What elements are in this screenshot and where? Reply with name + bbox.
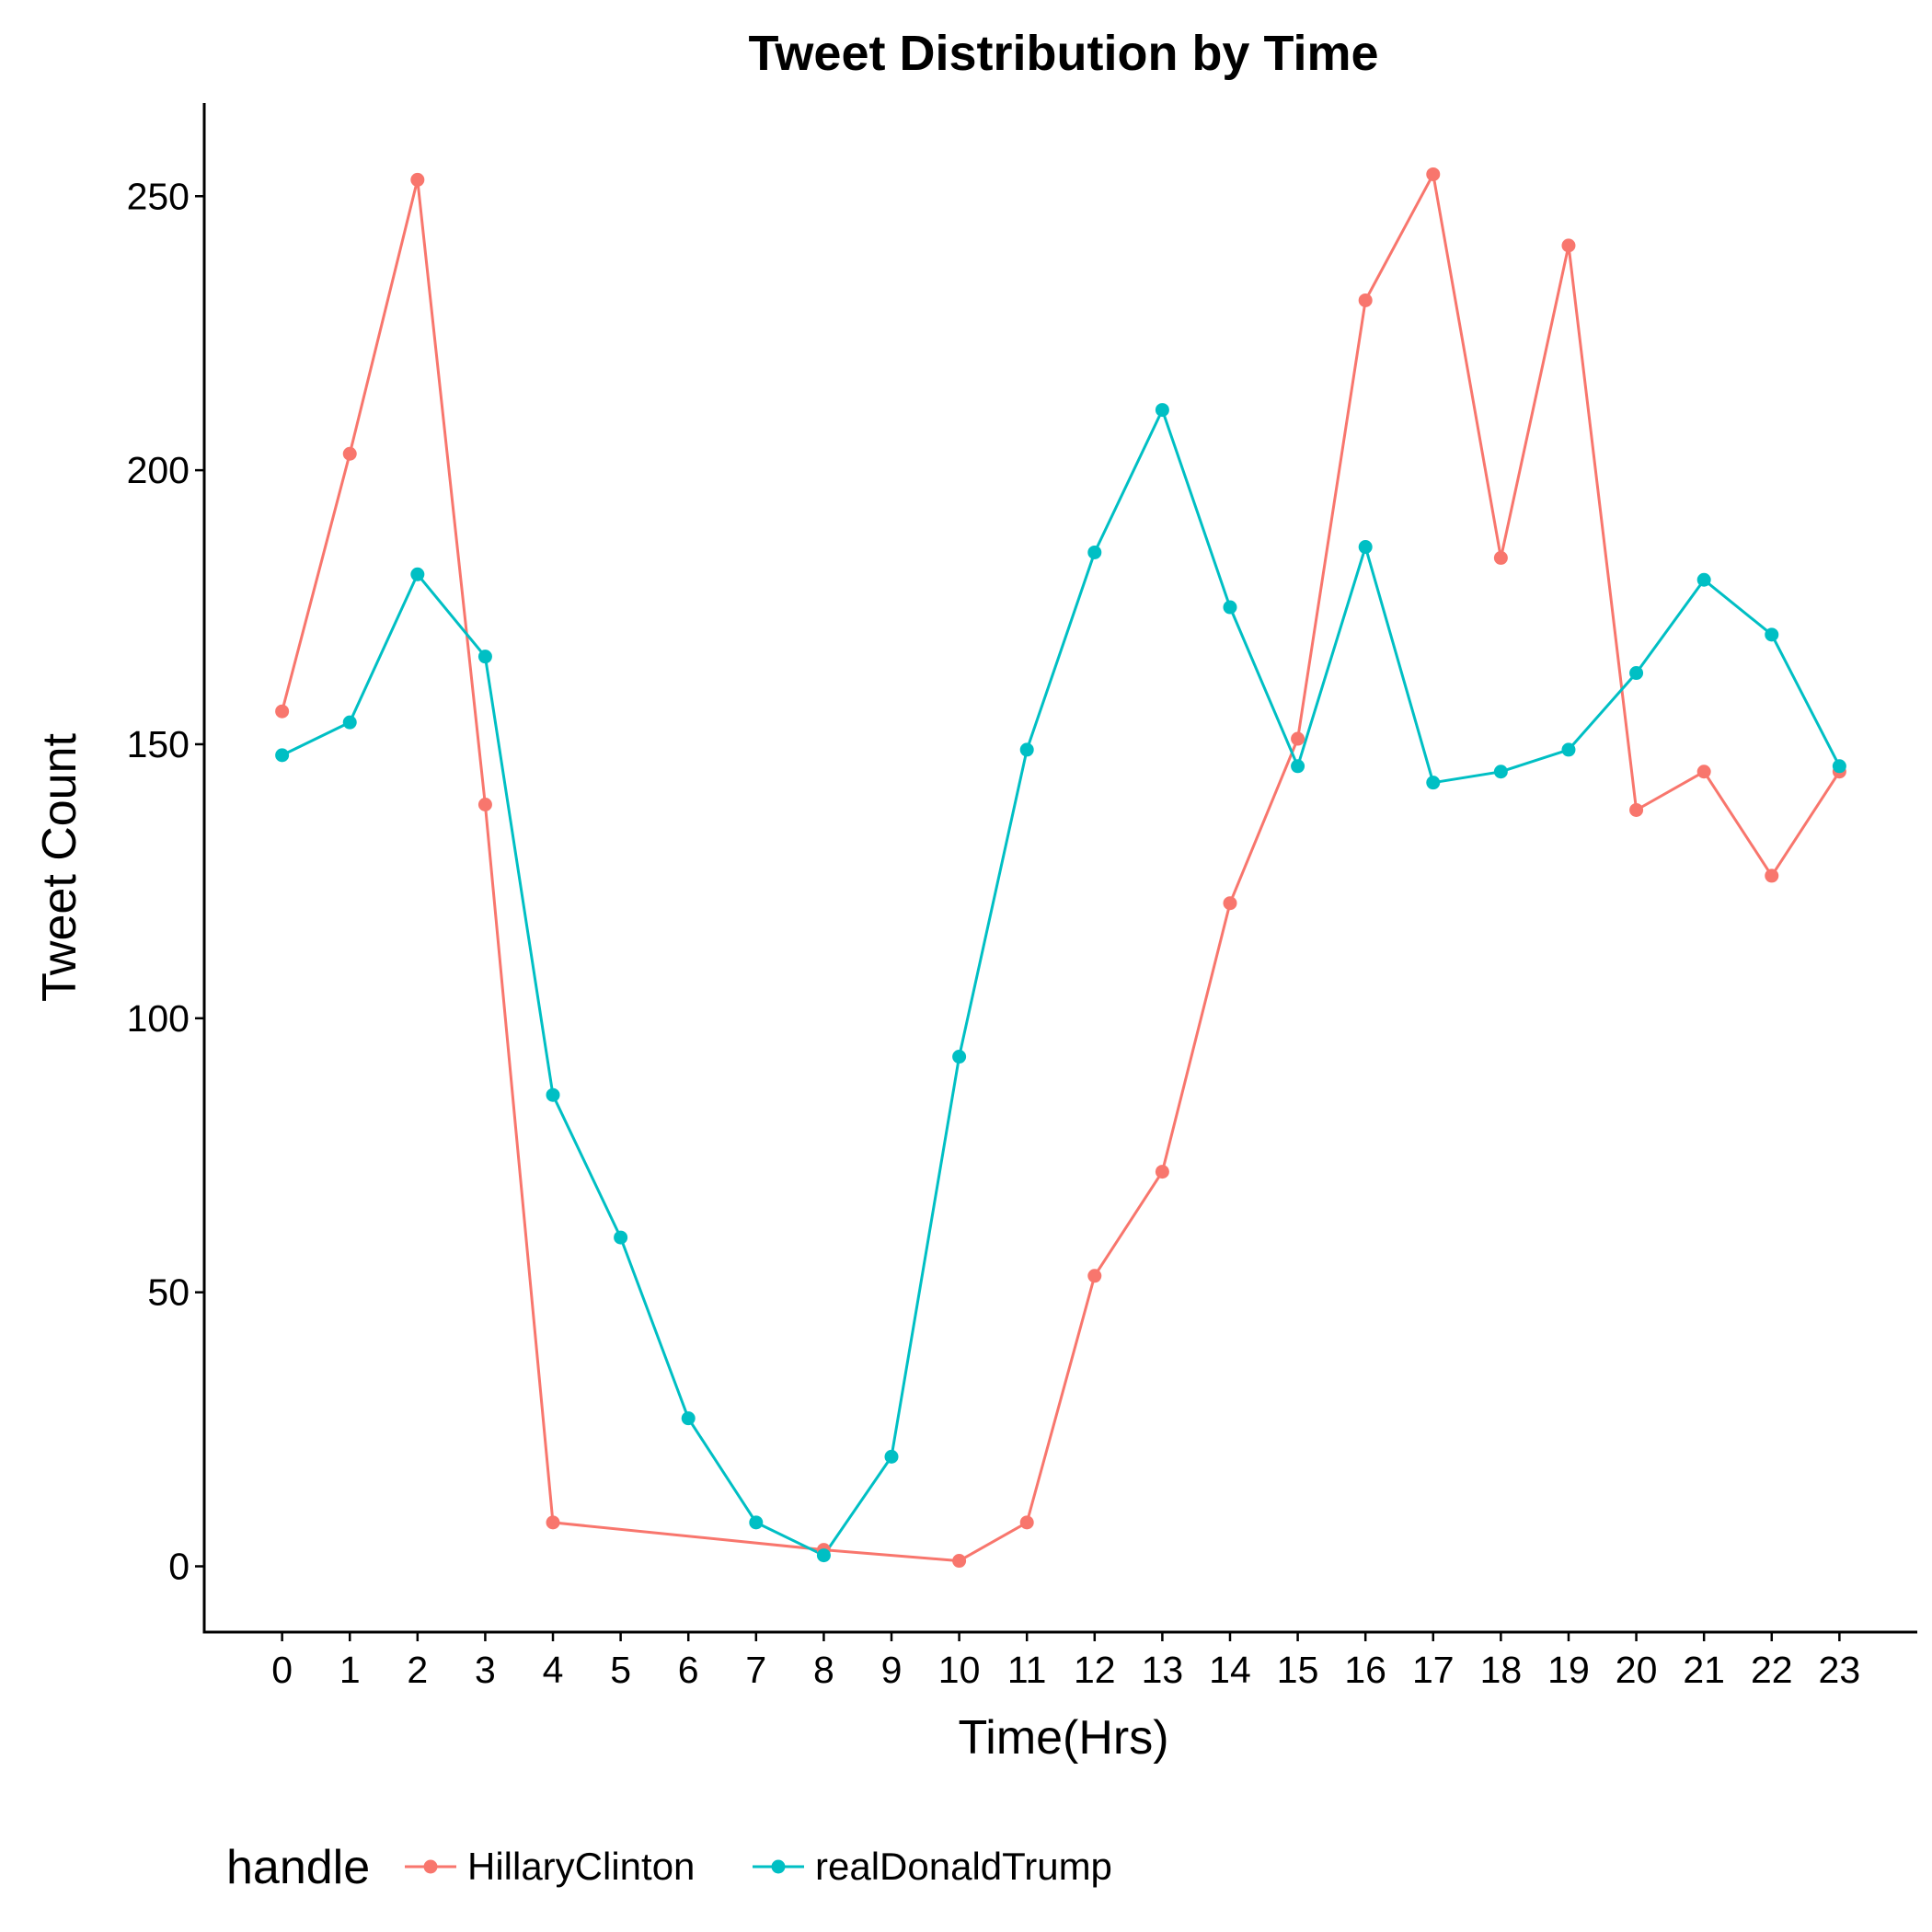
data-point-realdonaldtrump-20 [1629, 666, 1644, 681]
data-point-hillaryclinton-17 [1426, 167, 1441, 181]
data-point-realdonaldtrump-15 [1291, 759, 1305, 774]
x-tick-label-9: 9 [881, 1649, 903, 1691]
x-tick-label-13: 13 [1142, 1649, 1184, 1691]
y-tick-label-150: 150 [127, 723, 190, 765]
data-point-realdonaldtrump-4 [546, 1087, 560, 1102]
data-point-hillaryclinton-1 [342, 446, 357, 461]
series-line-realdonaldtrump [281, 408, 1841, 1558]
plot-lines [281, 172, 1841, 1563]
y-tick-label-100: 100 [127, 997, 190, 1040]
y-axis-title: Tweet Count [33, 732, 86, 1001]
data-point-realdonaldtrump-10 [952, 1050, 967, 1064]
data-point-hillaryclinton-21 [1696, 765, 1711, 779]
data-point-hillaryclinton-10 [952, 1554, 967, 1569]
x-tick-label-6: 6 [678, 1649, 699, 1691]
x-tick-label-8: 8 [813, 1649, 834, 1691]
data-point-realdonaldtrump-5 [614, 1230, 628, 1245]
data-point-realdonaldtrump-13 [1155, 403, 1169, 418]
x-axis-title: Time(Hrs) [958, 1711, 1168, 1765]
data-point-hillaryclinton-12 [1087, 1269, 1102, 1283]
x-tick-label-0: 0 [271, 1649, 293, 1691]
data-point-hillaryclinton-13 [1155, 1165, 1169, 1179]
x-tick-label-12: 12 [1074, 1649, 1116, 1691]
x-tick-label-14: 14 [1209, 1649, 1251, 1691]
data-point-realdonaldtrump-2 [410, 567, 425, 581]
data-point-realdonaldtrump-0 [275, 748, 290, 763]
data-point-hillaryclinton-2 [410, 172, 425, 187]
y-tick-label-50: 50 [147, 1271, 190, 1314]
data-point-hillaryclinton-15 [1291, 731, 1305, 746]
legend-title: handle [226, 1841, 370, 1894]
data-point-hillaryclinton-0 [275, 704, 290, 719]
data-point-realdonaldtrump-8 [816, 1548, 831, 1563]
x-tick-label-23: 23 [1819, 1649, 1861, 1691]
data-point-hillaryclinton-20 [1629, 802, 1644, 817]
x-tick-label-7: 7 [745, 1649, 766, 1691]
data-point-realdonaldtrump-3 [477, 650, 492, 664]
x-tick-label-18: 18 [1480, 1649, 1523, 1691]
data-point-realdonaldtrump-7 [749, 1515, 764, 1530]
data-point-realdonaldtrump-9 [884, 1449, 899, 1464]
y-tick-label-0: 0 [168, 1546, 190, 1588]
legend-key-realdonaldtrump-point [771, 1859, 786, 1874]
x-tick-label-20: 20 [1616, 1649, 1658, 1691]
data-point-realdonaldtrump-1 [342, 715, 357, 730]
data-point-realdonaldtrump-18 [1493, 765, 1508, 779]
legend-label-realdonaldtrump: realDonaldTrump [815, 1845, 1112, 1888]
x-tick-label-22: 22 [1751, 1649, 1793, 1691]
y-axis-ticks: 0 50 100 150 200 250 [127, 175, 204, 1588]
data-point-realdonaldtrump-19 [1561, 742, 1576, 757]
x-tick-label-15: 15 [1277, 1649, 1319, 1691]
legend: handle HillaryClinton realDonaldTrump [226, 1841, 1112, 1894]
data-point-realdonaldtrump-16 [1358, 540, 1373, 555]
y-tick-label-200: 200 [127, 449, 190, 491]
x-tick-label-17: 17 [1412, 1649, 1455, 1691]
legend-label-hillaryclinton: HillaryClinton [467, 1845, 695, 1888]
data-point-realdonaldtrump-23 [1832, 759, 1846, 774]
data-point-realdonaldtrump-12 [1087, 545, 1102, 559]
x-tick-label-16: 16 [1344, 1649, 1386, 1691]
data-point-hillaryclinton-18 [1493, 550, 1508, 565]
legend-key-hillaryclinton-point [423, 1859, 438, 1874]
data-point-hillaryclinton-16 [1358, 293, 1373, 307]
data-point-realdonaldtrump-22 [1765, 627, 1779, 642]
data-point-hillaryclinton-14 [1223, 896, 1237, 911]
series-line-hillaryclinton [281, 172, 1841, 1563]
data-point-realdonaldtrump-21 [1696, 572, 1711, 587]
x-axis-ticks: 0 1 2 3 4 5 6 7 8 9 10 11 12 13 14 15 16 17 18 19 20 21 22 23 [271, 1632, 1860, 1691]
y-tick-label-250: 250 [127, 175, 190, 217]
x-tick-label-21: 21 [1683, 1649, 1725, 1691]
x-tick-label-11: 11 [1007, 1649, 1047, 1691]
data-point-realdonaldtrump-6 [681, 1411, 696, 1426]
data-point-hillaryclinton-4 [546, 1515, 560, 1530]
data-point-realdonaldtrump-17 [1426, 776, 1441, 790]
x-tick-label-10: 10 [938, 1649, 981, 1691]
x-tick-label-19: 19 [1547, 1649, 1590, 1691]
data-point-hillaryclinton-3 [477, 797, 492, 811]
data-point-hillaryclinton-19 [1561, 238, 1576, 253]
x-tick-label-1: 1 [339, 1649, 361, 1691]
x-tick-label-2: 2 [407, 1649, 428, 1691]
data-point-realdonaldtrump-14 [1223, 600, 1237, 615]
plot-points [275, 167, 1846, 1569]
data-point-hillaryclinton-22 [1765, 868, 1779, 883]
x-tick-label-5: 5 [610, 1649, 631, 1691]
chart-title: Tweet Distribution by Time [748, 26, 1378, 81]
x-tick-label-3: 3 [475, 1649, 496, 1691]
x-tick-label-4: 4 [543, 1649, 564, 1691]
data-point-hillaryclinton-11 [1019, 1515, 1034, 1530]
data-point-realdonaldtrump-11 [1019, 742, 1034, 757]
